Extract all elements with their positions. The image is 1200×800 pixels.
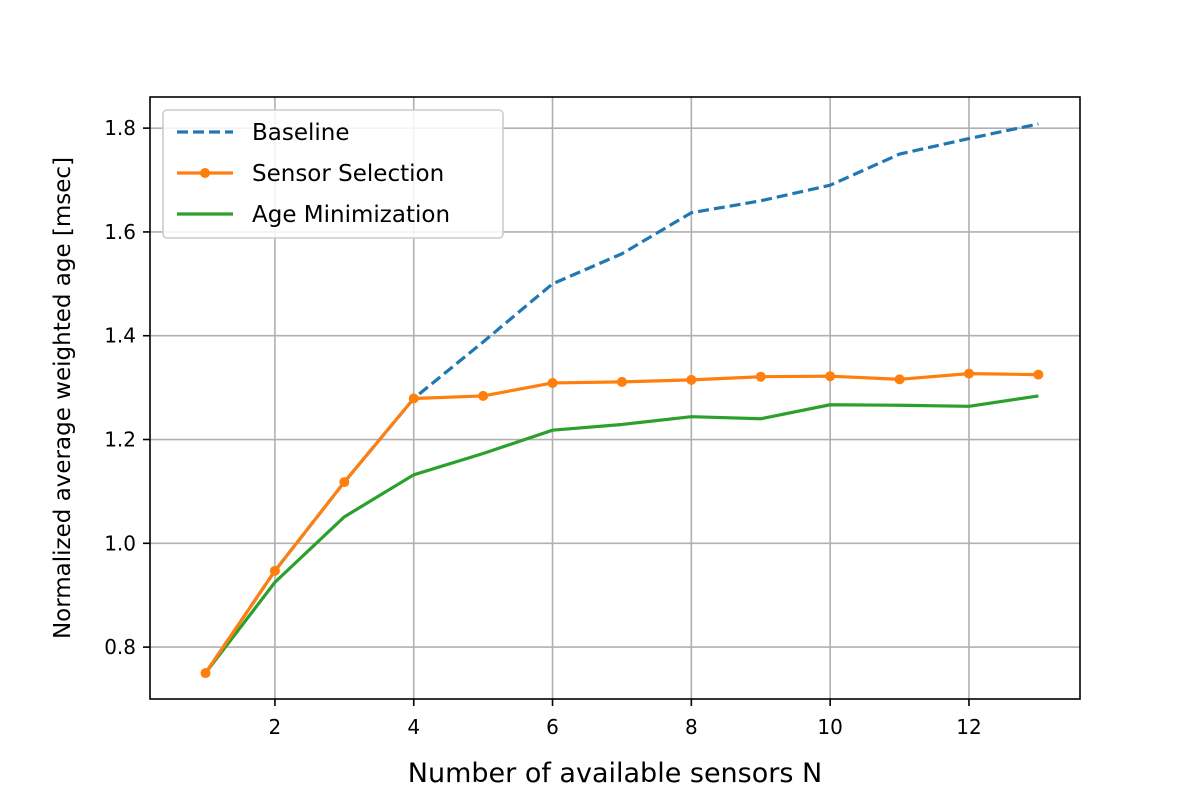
legend: Baseline Sensor Selection Age Minimization <box>162 109 504 239</box>
legend-entry: Age Minimization <box>252 202 450 228</box>
data-point-sensor-selection <box>616 376 627 387</box>
data-point-sensor-selection <box>963 368 974 379</box>
data-point-sensor-selection <box>547 377 558 388</box>
legend-box <box>162 109 504 239</box>
data-point-sensor-selection <box>478 390 489 401</box>
y-tick-label: 1.8 <box>104 116 136 140</box>
series-line-age-minimization <box>204 394 1039 675</box>
y-axis-label: Normalized average weighted age [msec] <box>50 157 76 639</box>
y-tick-label: 1.0 <box>104 531 136 555</box>
data-point-sensor-selection <box>408 393 419 404</box>
legend-entry: Sensor Selection <box>252 161 444 187</box>
x-tick-label: 6 <box>546 715 559 739</box>
x-tick-label: 2 <box>269 715 282 739</box>
x-tick-label: 8 <box>685 715 698 739</box>
data-point-sensor-selection <box>755 371 766 382</box>
data-point-sensor-selection <box>200 668 211 679</box>
series-group <box>200 122 1044 679</box>
x-tick-label: 12 <box>956 715 981 739</box>
data-point-sensor-selection <box>269 565 280 576</box>
y-tick-label: 1.6 <box>104 220 136 244</box>
ticks: 2 4 6 8 10 12 0.8 1.0 1.2 1.4 1.6 1.8 <box>104 116 981 739</box>
x-tick-label: 10 <box>817 715 842 739</box>
plot-frame <box>149 96 1081 700</box>
y-tick-label: 1.2 <box>104 428 136 452</box>
legend-marker <box>200 168 210 178</box>
data-point-sensor-selection <box>894 374 905 385</box>
x-tick-label: 4 <box>407 715 420 739</box>
data-point-sensor-selection <box>686 374 697 385</box>
y-tick-label: 1.4 <box>104 324 136 348</box>
series-line-sensor-selection <box>204 372 1039 674</box>
legend-entry: Baseline <box>252 120 350 146</box>
data-point-sensor-selection <box>339 477 350 488</box>
x-axis-label: Number of available sensors N <box>408 758 822 789</box>
data-point-sensor-selection <box>825 371 836 382</box>
data-point-sensor-selection <box>1033 369 1044 380</box>
series-line-baseline <box>204 122 1039 674</box>
y-tick-label: 0.8 <box>104 635 136 659</box>
